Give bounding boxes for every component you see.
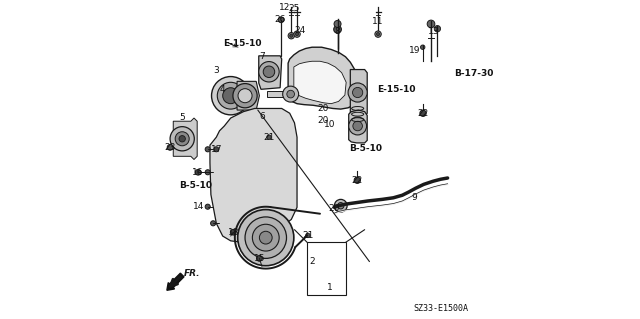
Circle shape [211, 221, 216, 226]
Circle shape [214, 147, 219, 152]
Text: 2: 2 [309, 257, 315, 266]
Text: 18: 18 [227, 228, 239, 237]
Text: 14: 14 [193, 202, 204, 211]
Circle shape [245, 217, 287, 258]
Circle shape [287, 90, 294, 98]
Polygon shape [210, 108, 297, 242]
Circle shape [230, 229, 236, 235]
Circle shape [376, 33, 380, 36]
Circle shape [252, 224, 279, 251]
Circle shape [233, 84, 257, 108]
Bar [268, 91, 285, 97]
Circle shape [205, 170, 211, 175]
Circle shape [353, 121, 362, 131]
Circle shape [283, 86, 299, 102]
Circle shape [263, 66, 275, 78]
Text: 23: 23 [164, 143, 176, 152]
Circle shape [290, 34, 293, 37]
Circle shape [348, 83, 367, 102]
Circle shape [257, 256, 262, 261]
Text: 1: 1 [326, 283, 332, 292]
Text: B-17-30: B-17-30 [454, 69, 493, 78]
Text: SZ33-E1500A: SZ33-E1500A [413, 304, 468, 313]
Circle shape [205, 204, 211, 209]
Circle shape [212, 77, 250, 115]
Text: 26: 26 [275, 15, 286, 24]
Circle shape [427, 20, 435, 28]
Circle shape [294, 31, 300, 37]
Text: 25: 25 [288, 4, 300, 13]
Circle shape [420, 45, 425, 49]
Text: E-15-10: E-15-10 [223, 39, 261, 48]
Circle shape [195, 169, 201, 175]
Text: 20: 20 [317, 116, 328, 125]
Circle shape [175, 132, 189, 146]
Circle shape [353, 87, 363, 98]
Polygon shape [288, 47, 360, 109]
Circle shape [334, 20, 341, 27]
Polygon shape [237, 81, 259, 110]
Text: 5: 5 [179, 113, 185, 122]
Text: 6: 6 [260, 112, 266, 121]
Text: 12: 12 [278, 3, 290, 11]
Text: 8: 8 [335, 27, 340, 36]
Circle shape [296, 33, 299, 36]
Text: 4: 4 [220, 85, 225, 94]
Polygon shape [350, 70, 367, 116]
Circle shape [337, 203, 344, 209]
Text: 15: 15 [253, 254, 265, 263]
Circle shape [288, 33, 294, 39]
Circle shape [349, 117, 367, 135]
Circle shape [223, 88, 239, 104]
Circle shape [375, 31, 381, 37]
Text: B-5-10: B-5-10 [179, 181, 212, 189]
Circle shape [334, 199, 347, 212]
Text: B-5-10: B-5-10 [349, 144, 381, 153]
Text: 10: 10 [324, 120, 335, 129]
Circle shape [179, 136, 186, 142]
Circle shape [267, 135, 271, 139]
Circle shape [167, 145, 173, 150]
Text: 13: 13 [428, 27, 440, 36]
Circle shape [259, 231, 272, 244]
Circle shape [306, 233, 310, 238]
Text: 24: 24 [294, 26, 305, 35]
Polygon shape [173, 118, 197, 160]
Circle shape [434, 26, 440, 32]
Circle shape [278, 17, 284, 23]
Polygon shape [294, 61, 346, 104]
Text: 7: 7 [259, 52, 265, 61]
Circle shape [333, 26, 341, 33]
Circle shape [354, 177, 360, 183]
Bar [307, 242, 346, 295]
Text: 17: 17 [211, 145, 222, 154]
Circle shape [420, 110, 426, 116]
Text: 22: 22 [352, 176, 363, 185]
FancyArrow shape [167, 273, 184, 290]
Text: 19: 19 [410, 46, 421, 55]
Text: 9: 9 [412, 193, 417, 202]
Text: 11: 11 [372, 17, 383, 26]
Text: E-15-10: E-15-10 [378, 85, 416, 94]
Circle shape [238, 89, 252, 103]
Text: 22: 22 [417, 109, 429, 118]
Text: 20: 20 [328, 204, 339, 213]
Circle shape [205, 147, 211, 152]
Circle shape [237, 210, 294, 266]
Text: FR.: FR. [184, 269, 200, 278]
Circle shape [170, 127, 195, 151]
Text: 20: 20 [317, 104, 328, 113]
Polygon shape [259, 56, 282, 89]
Circle shape [259, 62, 279, 82]
Polygon shape [349, 110, 367, 143]
Circle shape [218, 82, 244, 109]
Text: 21: 21 [302, 231, 314, 240]
Text: 21: 21 [263, 133, 275, 142]
Text: 16: 16 [193, 168, 204, 177]
Text: 3: 3 [214, 66, 219, 75]
